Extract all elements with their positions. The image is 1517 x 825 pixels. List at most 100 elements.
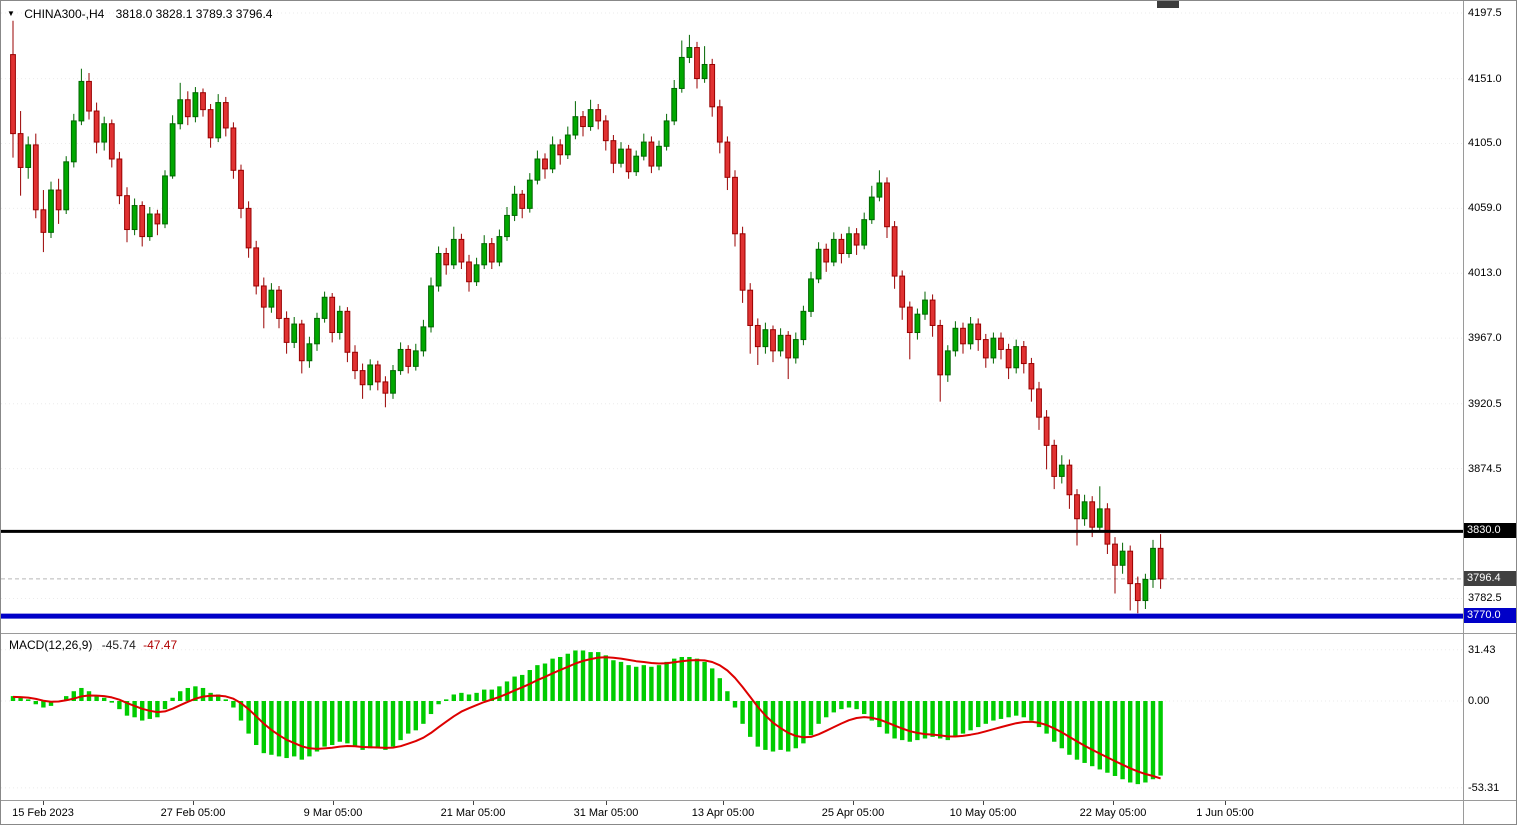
candle-body [1104,508,1111,545]
candle-body [306,343,313,362]
macd-bar [459,692,464,701]
macd-bar [398,701,403,741]
macd-bar [48,701,54,706]
candle-body [800,310,807,341]
macd-bar [816,701,821,724]
time-axis[interactable]: 15 Feb 2023 27 Feb 05:00 9 Mar 05:00 21 Mar… [1,801,1463,824]
candle-body [101,123,108,143]
macd-bar [786,701,791,752]
candle-body [390,370,396,394]
candle-body [367,364,374,386]
candles-series [10,20,1164,614]
macd-bar [170,697,175,701]
price-axis[interactable]: 4197.5 4151.0 4105.0 4059.0 4013.0 3967.0 3920… [1464,1,1516,824]
macd-bar [968,701,973,731]
macd-main-value: -45.74 [101,638,136,652]
macd-bar [618,661,624,701]
price-chart[interactable] [1,1,1463,633]
candle-body [1036,388,1042,418]
macd-bar [1021,701,1026,718]
candle-body [1051,444,1058,477]
macd-bar [200,687,206,701]
candle-body [595,109,602,122]
macd-bar [717,678,722,701]
macd-bar [71,691,76,701]
candle-body [648,141,655,167]
price-tick-label: 4059.0 [1468,202,1502,215]
candle-body [1127,550,1134,585]
candle-body [488,243,495,263]
candle-body [93,110,100,143]
candle-body [1157,547,1164,580]
macd-bar [360,701,365,750]
candle-body [177,99,184,125]
candle-body [169,123,176,177]
candle-body [230,127,237,171]
macd-bar [915,701,920,741]
candle-body [276,289,282,319]
candle-body [625,148,632,173]
macd-bar [877,701,882,728]
candle-body [32,144,39,211]
macd-tick-label: -53.31 [1468,781,1500,794]
macd-bar [1143,701,1148,783]
macd-bar [1097,701,1102,770]
candle-body [1020,346,1027,365]
candle-body [952,327,959,352]
macd-bar [33,701,38,705]
candle-body [481,243,488,266]
macd-bar [527,670,532,701]
macd-bar [725,691,730,701]
price-axis-separator [1463,1,1464,824]
candle-body [1013,346,1020,369]
macd-name: MACD(12,26,9) [9,638,93,652]
candle-body [580,116,586,128]
macd-bar [664,661,669,701]
candle-body [207,109,214,139]
macd-bar [246,701,251,734]
candle-body [1028,363,1035,390]
macd-bar [1074,701,1080,760]
candle-body [496,236,503,263]
macd-bar [276,701,282,757]
candle-body [777,334,784,352]
macd-bar [854,701,859,710]
price-tick-label: 3874.5 [1468,462,1502,475]
macd-bar [580,650,586,701]
symbol-info-bar: ▼ CHINA300-,H4 3818.0 3828.1 3789.3 3796… [7,7,272,21]
candle-body [10,54,16,135]
indicator-panel-separator[interactable] [1,633,1516,634]
macd-bar [102,697,107,701]
candle-body [754,324,761,348]
macd-bar [930,701,935,737]
macd-bar [1082,701,1087,763]
macd-bar [922,701,928,739]
time-axis-separator [1,800,1516,801]
symbol-dropdown-icon[interactable]: ▼ [7,9,15,18]
candle-body [48,189,54,233]
macd-bar [352,701,358,747]
time-tick-label: 1 Jun 05:00 [1196,807,1254,819]
macd-bar [482,689,487,701]
macd-chart[interactable] [1,634,1463,800]
candle-body [823,248,830,263]
macd-bar [238,701,244,721]
chart-shift-marker[interactable] [1157,1,1179,8]
candle-body [618,148,624,164]
time-tick-mark [723,801,724,805]
macd-bar [436,701,441,705]
macd-bar [793,701,798,749]
macd-bar [892,701,897,739]
candle-body [146,213,153,238]
candle-body [55,189,62,211]
macd-bar [953,701,958,737]
macd-bar [649,666,654,701]
candle-body [891,226,898,277]
candle-body [899,275,906,308]
candle-body [815,248,822,280]
macd-bar [558,656,563,701]
candle-body [1043,416,1050,446]
macd-bar [261,701,266,754]
macd-bar [132,701,137,718]
candle-body [222,102,229,129]
